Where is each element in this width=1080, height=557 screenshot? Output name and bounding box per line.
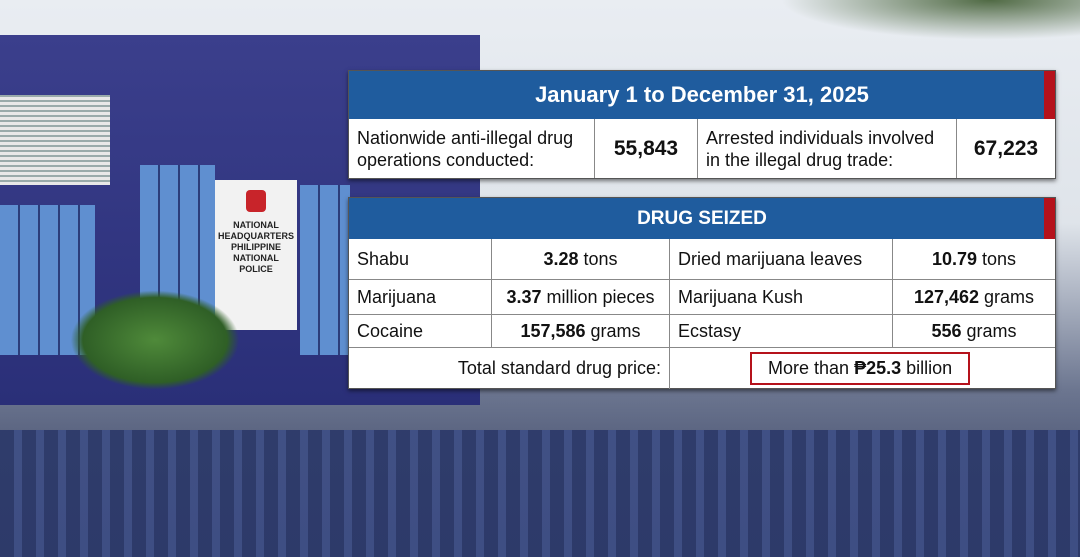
drug-name: Ecstasy	[669, 315, 892, 347]
sign-text: NATIONAL	[233, 220, 279, 230]
amount-unit: grams	[966, 320, 1017, 341]
period-header: January 1 to December 31, 2025	[349, 71, 1055, 119]
drug-seized-table: DRUG SEIZED Shabu 3.28 tons Dried marijuana…	[348, 197, 1056, 389]
amount-number: 157,586	[520, 320, 586, 341]
amount-number: 127,462	[913, 286, 980, 307]
sign-text: NATIONAL	[233, 253, 279, 263]
total-amount: ₱25.3	[854, 358, 902, 378]
trees	[780, 0, 1080, 40]
drug-amount: 127,462 grams	[892, 280, 1055, 314]
drug-name: Cocaine	[357, 320, 424, 341]
pnp-emblem-icon	[246, 190, 266, 212]
drug-amount: 3.28 tons	[491, 239, 669, 279]
amount-unit: grams	[984, 286, 1035, 307]
arrested-label: Arrested individuals involved in the ill…	[697, 119, 956, 178]
drug-amount: 157,586 grams	[491, 315, 669, 347]
summary-table: January 1 to December 31, 2025 Nationwid…	[348, 70, 1056, 179]
amount-unit: tons	[583, 248, 618, 269]
drug-amount: 10.79 tons	[892, 239, 1055, 279]
palm-tree	[70, 290, 240, 390]
amount-number: 10.79	[931, 248, 977, 269]
red-accent	[1044, 71, 1055, 119]
total-value-cell: More than ₱25.3 billion	[669, 348, 1055, 389]
drug-name: Shabu	[357, 248, 410, 269]
amount-unit: million pieces	[546, 286, 655, 307]
total-prefix: More than	[768, 358, 850, 378]
red-accent	[1044, 198, 1055, 239]
period-title: January 1 to December 31, 2025	[535, 82, 869, 107]
amount-unit: grams	[590, 320, 641, 341]
drug-amount: 556 grams	[892, 315, 1055, 347]
amount-number: 556	[931, 320, 962, 341]
sign-text: HEADQUARTERS	[217, 231, 294, 241]
amount-number: 3.37	[506, 286, 542, 307]
amount-unit: tons	[982, 248, 1017, 269]
seized-header: DRUG SEIZED	[349, 198, 1055, 239]
total-value-box: More than ₱25.3 billion	[750, 352, 971, 385]
total-label: Total standard drug price:	[457, 358, 661, 378]
drug-name: Marijuana	[357, 286, 437, 307]
drug-name: Dried marijuana leaves	[669, 239, 892, 279]
arrested-value: 67,223	[956, 119, 1055, 178]
total-unit: billion	[906, 358, 953, 378]
drug-name: Marijuana Kush	[669, 280, 892, 314]
amount-number: 3.28	[543, 248, 579, 269]
sign-text: PHILIPPINE	[230, 242, 281, 252]
police-formation	[0, 430, 1080, 557]
seized-title: DRUG SEIZED	[637, 208, 767, 229]
operations-label: Nationwide anti-illegal drug operations …	[357, 127, 574, 170]
sign-text: POLICE	[239, 264, 273, 274]
drug-amount: 3.37 million pieces	[491, 280, 669, 314]
operations-value: 55,843	[594, 119, 697, 178]
